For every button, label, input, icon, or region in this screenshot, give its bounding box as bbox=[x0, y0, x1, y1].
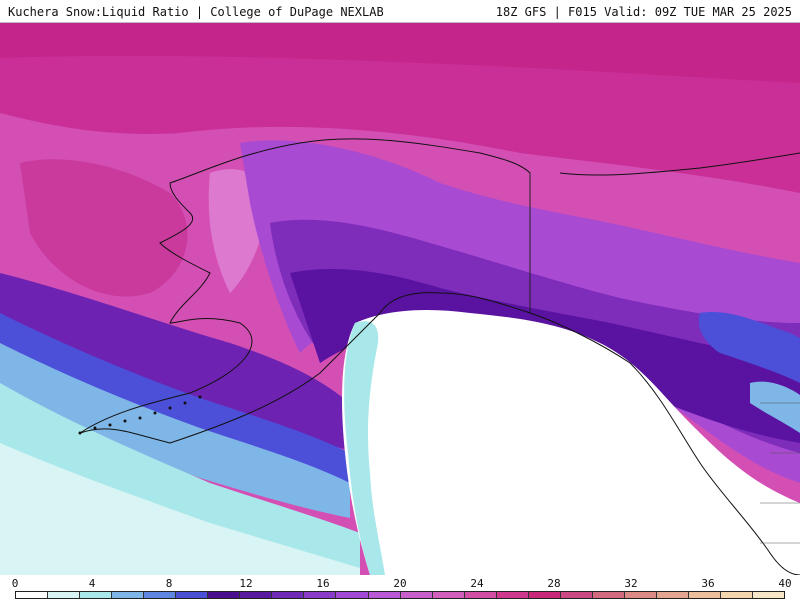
legend-tick-4: 4 bbox=[88, 577, 96, 590]
legend-swatch-9 bbox=[304, 592, 337, 598]
aleutian-islands bbox=[78, 395, 202, 435]
model-run-info: 18Z GFS | F015 Valid: 09Z TUE MAR 25 202… bbox=[495, 5, 792, 19]
alaska-coastline bbox=[79, 138, 531, 444]
legend-swatch-6 bbox=[208, 592, 241, 598]
legend-tick-36: 36 bbox=[701, 577, 715, 590]
legend-swatch-7 bbox=[240, 592, 273, 598]
legend-tick-32: 32 bbox=[624, 577, 638, 590]
legend-tick-16: 16 bbox=[316, 577, 330, 590]
legend-tick-8: 8 bbox=[165, 577, 173, 590]
province-lines bbox=[760, 402, 800, 544]
legend-swatch-11 bbox=[368, 592, 401, 598]
ratio-field-gulf-white bbox=[342, 310, 800, 575]
legend-tick-labels: 0 4 8 12 16 20 24 28 32 36 40 bbox=[11, 577, 792, 590]
legend-swatch-18 bbox=[592, 592, 625, 598]
legend-swatch-8 bbox=[272, 592, 305, 598]
legend-swatch-19 bbox=[624, 592, 657, 598]
map-canvas bbox=[0, 23, 800, 575]
legend-swatch-12 bbox=[400, 592, 433, 598]
ratio-field-band-light-blue bbox=[0, 343, 350, 518]
legend-swatch-20 bbox=[656, 592, 689, 598]
legend-swatch-21 bbox=[688, 592, 722, 598]
legend-swatch-3 bbox=[112, 592, 145, 598]
legend-swatch-22 bbox=[721, 592, 754, 598]
legend-swatch-10 bbox=[336, 592, 369, 598]
legend-swatch-1 bbox=[48, 592, 81, 598]
legend-color-bar bbox=[15, 591, 785, 599]
canada-coastline bbox=[529, 312, 800, 575]
legend-tick-12: 12 bbox=[239, 577, 253, 590]
ratio-field-patch-blue-east bbox=[698, 312, 800, 383]
legend-swatch-4 bbox=[144, 592, 177, 598]
legend-swatch-13 bbox=[432, 592, 465, 598]
legend-swatch-17 bbox=[560, 592, 593, 598]
legend-swatch-14 bbox=[464, 592, 497, 598]
legend-swatch-0 bbox=[16, 592, 49, 598]
ratio-field-sweep-purple bbox=[0, 273, 360, 453]
legend-swatch-15 bbox=[496, 592, 529, 598]
color-legend: 0 4 8 12 16 20 24 28 32 36 40 bbox=[0, 575, 800, 600]
arctic-coastline bbox=[559, 152, 800, 176]
legend-tick-24: 24 bbox=[470, 577, 484, 590]
ratio-field-blob-west bbox=[20, 159, 188, 297]
map-header: Kuchera Snow:Liquid Ratio | College of D… bbox=[0, 0, 800, 23]
ratio-field-patch-lightblue-east bbox=[750, 381, 800, 433]
legend-tick-0: 0 bbox=[11, 577, 19, 590]
legend-tick-20: 20 bbox=[393, 577, 407, 590]
legend-tick-40: 40 bbox=[778, 577, 792, 590]
legend-swatch-5 bbox=[176, 592, 209, 598]
legend-swatch-2 bbox=[80, 592, 113, 598]
legend-swatch-23 bbox=[753, 592, 785, 598]
ratio-field-band-blue bbox=[0, 313, 350, 493]
ratio-field-band-max bbox=[0, 23, 800, 83]
legend-tick-28: 28 bbox=[547, 577, 561, 590]
map-title: Kuchera Snow:Liquid Ratio | College of D… bbox=[8, 5, 384, 19]
ratio-field-gulf-fringe bbox=[344, 321, 385, 575]
snow-liquid-ratio-map bbox=[0, 23, 800, 575]
legend-swatch-16 bbox=[528, 592, 561, 598]
ratio-field-band-pale-cyan bbox=[0, 443, 360, 575]
